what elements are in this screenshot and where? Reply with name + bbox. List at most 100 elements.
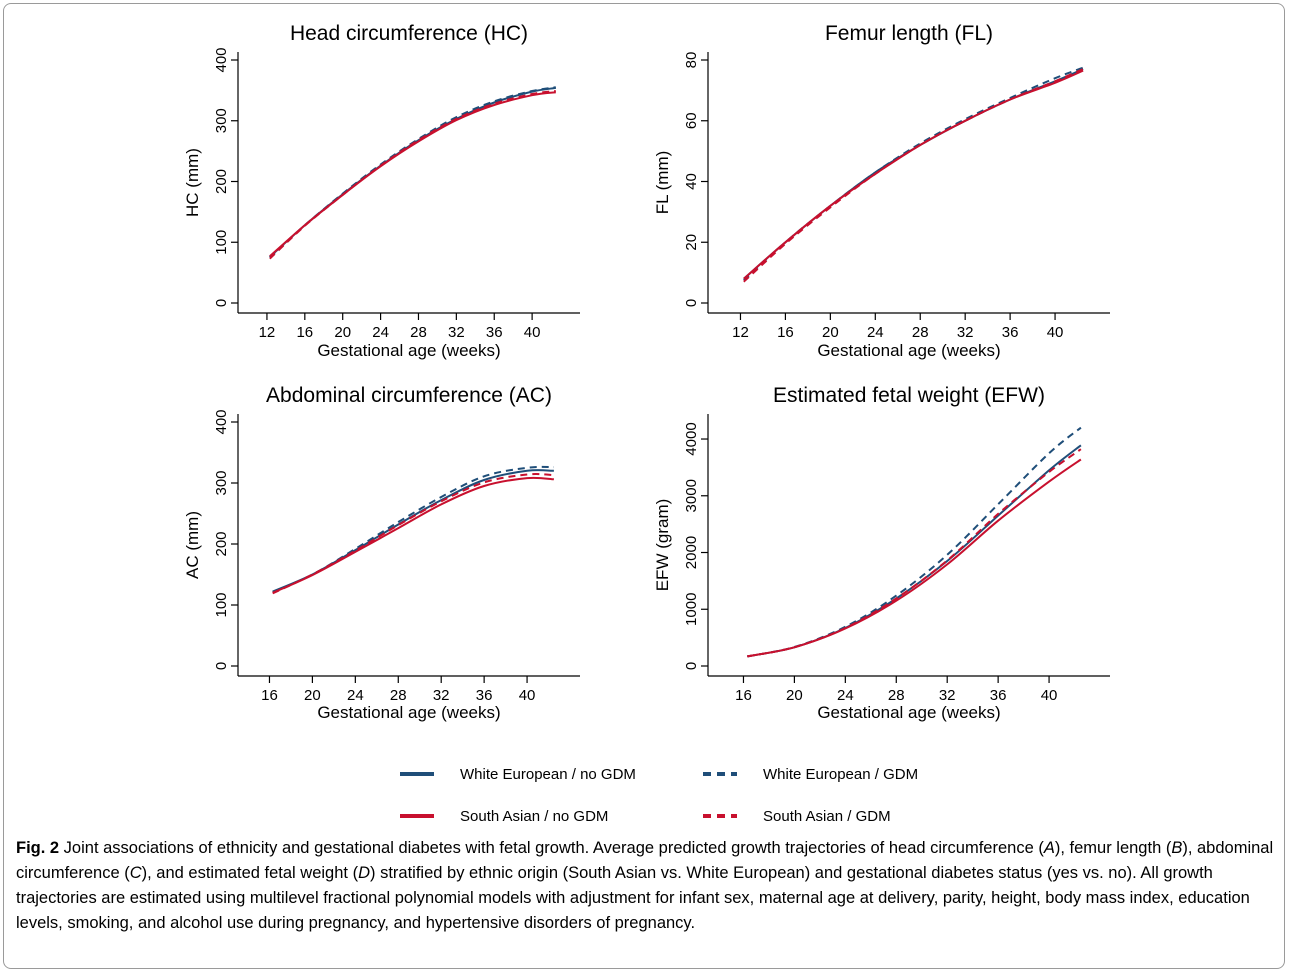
panel-ref-a: A (1043, 839, 1055, 857)
legend-item-south-asian-no-gdm: South Asian / no GDM (400, 806, 608, 826)
series-line-white-european-no-gdm (743, 68, 1084, 280)
series-line-south-asian-gdm (272, 473, 554, 595)
series-line-south-asian-gdm (747, 448, 1082, 658)
y-tick-label: 3000 (683, 479, 700, 512)
legend-swatch-solid-red (400, 814, 434, 818)
y-tick-label: 300 (213, 470, 230, 495)
y-tick-label: 1000 (683, 593, 700, 626)
y-tick-label: 100 (213, 230, 230, 255)
x-tick-label: 20 (822, 324, 839, 341)
chart-title: Estimated fetal weight (EFW) (773, 384, 1045, 407)
legend-swatch-dashed-red (703, 814, 737, 818)
series-line-white-european-gdm (743, 66, 1084, 281)
caption-text: ), and estimated fetal weight ( (141, 864, 359, 882)
x-tick-label: 32 (939, 687, 956, 704)
caption-text: ), femur length ( (1054, 839, 1172, 857)
y-tick-label: 40 (683, 173, 700, 190)
legend-item-white-european-gdm: White European / GDM (703, 764, 918, 784)
x-tick-label: 28 (912, 324, 929, 341)
caption-text: ), abdominal circumference ( (16, 839, 1274, 882)
legend-swatch-dashed-blue (703, 772, 737, 776)
x-tick-label: 40 (524, 324, 541, 341)
series-line-south-asian-gdm (269, 90, 556, 260)
y-axis-label: AC (mm) (183, 511, 202, 579)
x-tick-label: 32 (957, 324, 974, 341)
caption-text: Joint associations of ethnicity and gest… (59, 839, 1044, 857)
x-tick-label: 40 (519, 687, 536, 704)
x-tick-label: 40 (1047, 324, 1064, 341)
x-tick-label: 20 (304, 687, 321, 704)
x-tick-label: 36 (476, 687, 493, 704)
figure-charts: Head circumference (HC)12 16 20 24 28 32 36 400… (183, 22, 1110, 722)
y-axis-label: EFW (gram) (653, 499, 672, 592)
y-tick-label: 0 (683, 662, 700, 670)
x-tick-label: 20 (334, 324, 351, 341)
x-tick-label: 12 (259, 324, 276, 341)
legend-label: South Asian / GDM (763, 807, 891, 825)
x-tick-label: 24 (837, 687, 854, 704)
series-line-white-european-no-gdm (747, 444, 1082, 658)
legend-label: White European / GDM (763, 765, 919, 783)
x-tick-label: 16 (261, 687, 278, 704)
legend-label: White European / no GDM (460, 765, 636, 783)
y-tick-label: 20 (683, 234, 700, 251)
x-tick-label: 40 (1041, 687, 1058, 704)
panel-ref-b: B (1171, 839, 1183, 857)
chart-title: Abdominal circumference (AC) (266, 384, 552, 407)
y-tick-label: 400 (213, 409, 230, 434)
caption-text: ) stratified by ethnic origin (South Asi… (16, 864, 1250, 932)
x-tick-label: 12 (732, 324, 749, 341)
y-axis-label: FL (mm) (653, 151, 672, 215)
x-tick-label: 32 (433, 687, 450, 704)
x-tick-label: 16 (735, 687, 752, 704)
x-axis-label: Gestational age (weeks) (317, 703, 500, 722)
legend-label: South Asian / no GDM (460, 807, 609, 825)
x-axis-label: Gestational age (weeks) (317, 341, 500, 360)
x-axis-label: Gestational age (weeks) (817, 703, 1000, 722)
figure-label: Fig. 2 (16, 839, 60, 857)
series-line-south-asian-no-gdm (747, 458, 1082, 658)
y-tick-label: 200 (213, 169, 230, 194)
panel-hc: Head circumference (HC) 12 16 20 24 28 32 36 400… (183, 22, 580, 360)
figure-frame (3, 3, 1285, 969)
figure-caption: Fig. 2 Joint associations of ethnicity a… (16, 836, 1278, 936)
x-tick-label: 24 (347, 687, 364, 704)
x-tick-label: 16 (296, 324, 313, 341)
x-tick-label: 24 (867, 324, 884, 341)
panel-ref-c: C (129, 864, 142, 882)
panel-efw: Estimated fetal weight (EFW) 16 20 24 28 32 36… (653, 384, 1110, 722)
y-tick-label: 100 (213, 592, 230, 617)
series-line-white-european-no-gdm (269, 86, 556, 258)
y-tick-label: 80 (683, 52, 700, 69)
y-tick-label: 200 (213, 531, 230, 556)
x-tick-label: 28 (410, 324, 427, 341)
panel-ref-d: D (358, 864, 370, 882)
panel-fl: Femur length (FL) 12 16 20 24 28 32 36 40 0 20 40 60… (653, 22, 1110, 360)
panel-ac: Abdominal circumference (AC) 16 20 24 28 32 36… (183, 384, 580, 722)
y-tick-label: 60 (683, 112, 700, 129)
x-tick-label: 24 (372, 324, 389, 341)
chart-title: Head circumference (HC) (290, 22, 528, 45)
series-line-white-european-gdm (269, 86, 556, 259)
x-tick-label: 32 (448, 324, 465, 341)
x-tick-label: 20 (786, 687, 803, 704)
x-tick-label: 28 (390, 687, 407, 704)
legend-item-south-asian-gdm: South Asian / GDM (703, 806, 891, 826)
series-line-south-asian-no-gdm (743, 69, 1084, 280)
y-tick-label: 0 (683, 299, 700, 307)
x-tick-label: 36 (486, 324, 503, 341)
series-line-white-european-gdm (272, 465, 554, 594)
series-line-south-asian-gdm (743, 68, 1084, 283)
y-axis-label: HC (mm) (183, 148, 202, 217)
y-tick-label: 0 (213, 662, 230, 670)
series-line-south-asian-no-gdm (269, 91, 556, 257)
y-tick-label: 4000 (683, 422, 700, 455)
series-line-south-asian-no-gdm (272, 476, 554, 594)
x-tick-label: 36 (990, 687, 1007, 704)
y-tick-label: 2000 (683, 536, 700, 569)
x-tick-label: 36 (1002, 324, 1019, 341)
x-tick-label: 28 (888, 687, 905, 704)
series-line-white-european-gdm (747, 426, 1082, 658)
y-tick-label: 400 (213, 47, 230, 72)
chart-title: Femur length (FL) (825, 22, 993, 45)
